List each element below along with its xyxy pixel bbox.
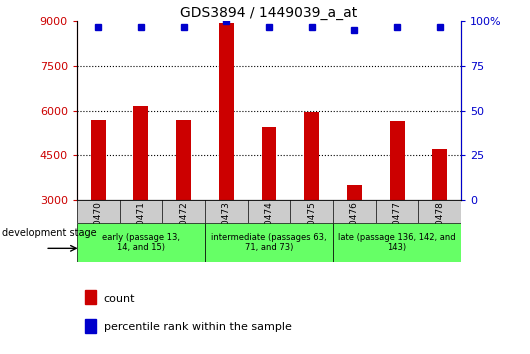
- Text: GSM610470: GSM610470: [94, 201, 103, 256]
- Bar: [219, 23, 234, 200]
- Text: development stage: development stage: [2, 228, 96, 238]
- Bar: [205, 223, 333, 262]
- Text: GSM610475: GSM610475: [307, 201, 316, 256]
- Text: GSM610478: GSM610478: [435, 201, 444, 256]
- Text: GSM610472: GSM610472: [179, 201, 188, 256]
- Text: count: count: [104, 294, 135, 304]
- Bar: [304, 112, 319, 200]
- Text: percentile rank within the sample: percentile rank within the sample: [104, 322, 292, 332]
- Text: late (passage 136, 142, and
143): late (passage 136, 142, and 143): [338, 233, 456, 252]
- Title: GDS3894 / 1449039_a_at: GDS3894 / 1449039_a_at: [180, 6, 358, 20]
- Text: intermediate (passages 63,
71, and 73): intermediate (passages 63, 71, and 73): [211, 233, 327, 252]
- Text: GSM610477: GSM610477: [393, 201, 402, 256]
- Bar: [261, 127, 277, 200]
- Bar: [333, 223, 461, 262]
- Bar: [91, 120, 105, 200]
- Bar: [134, 106, 148, 200]
- Bar: [432, 149, 447, 200]
- Bar: [77, 223, 205, 262]
- Bar: [347, 185, 362, 200]
- Text: GSM610474: GSM610474: [264, 201, 273, 256]
- Text: GSM610471: GSM610471: [136, 201, 145, 256]
- Bar: [390, 121, 404, 200]
- Bar: [176, 120, 191, 200]
- Bar: [85, 290, 96, 304]
- Text: GSM610473: GSM610473: [222, 201, 231, 256]
- Text: early (passage 13,
14, and 15): early (passage 13, 14, and 15): [102, 233, 180, 252]
- Bar: [85, 319, 96, 333]
- Text: GSM610476: GSM610476: [350, 201, 359, 256]
